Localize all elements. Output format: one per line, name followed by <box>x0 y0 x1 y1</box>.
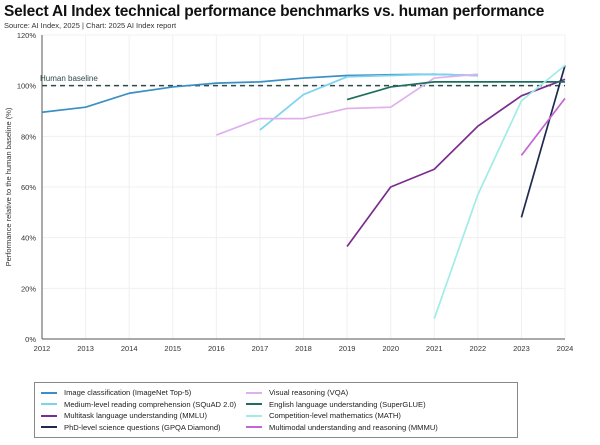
legend-item: Multimodal understanding and reasoning (… <box>246 422 511 434</box>
legend: Image classification (ImageNet Top-5) Med… <box>34 382 518 438</box>
legend-label: Multitask language understanding (MMLU) <box>64 411 208 421</box>
legend-item: Visual reasoning (VQA) <box>246 387 511 399</box>
legend-item: PhD-level science questions (GPQA Diamon… <box>41 422 246 434</box>
series-line-7 <box>520 97 566 156</box>
chart-title: Select AI Index technical performance be… <box>4 3 545 20</box>
x-tick-label: 2013 <box>77 344 94 353</box>
series-line-6 <box>433 64 566 320</box>
x-tick-label: 2023 <box>513 344 530 353</box>
series-line-5 <box>346 81 565 101</box>
series-line-4 <box>216 73 478 136</box>
chart-subtitle: Source: AI Index, 2025 | Chart: 2025 AI … <box>4 21 177 30</box>
y-tick-label: 40% <box>21 234 36 243</box>
legend-item: English language understanding (SuperGLU… <box>246 399 511 411</box>
legend-label: Competition-level mathematics (MATH) <box>269 411 401 421</box>
legend-swatch <box>246 403 262 406</box>
legend-item: Competition-level mathematics (MATH) <box>246 410 511 422</box>
legend-label: Multimodal understanding and reasoning (… <box>269 422 438 432</box>
legend-swatch <box>41 391 57 394</box>
y-tick-label: 80% <box>21 132 36 141</box>
x-tick-label: 2017 <box>252 344 269 353</box>
legend-label: English language understanding (SuperGLU… <box>269 399 426 409</box>
y-axis-label: Performance relative to the human baseli… <box>4 107 13 266</box>
legend-label: Medium-level reading comprehension (SQuA… <box>64 399 237 409</box>
y-tick-label: 20% <box>21 284 36 293</box>
legend-item: Multitask language understanding (MMLU) <box>41 410 246 422</box>
x-tick-label: 2022 <box>469 344 486 353</box>
legend-item: Medium-level reading comprehension (SQuA… <box>41 399 246 411</box>
x-tick-label: 2021 <box>426 344 443 353</box>
legend-label: Image classification (ImageNet Top-5) <box>64 388 192 398</box>
series-line-3 <box>520 65 566 218</box>
x-tick-label: 2014 <box>121 344 138 353</box>
x-tick-label: 2018 <box>295 344 312 353</box>
x-tick-label: 2019 <box>339 344 356 353</box>
x-tick-label: 2016 <box>208 344 225 353</box>
y-tick-label: 120% <box>17 31 37 40</box>
legend-swatch <box>41 403 57 406</box>
legend-label: PhD-level science questions (GPQA Diamon… <box>64 422 221 432</box>
legend-swatch <box>246 391 262 394</box>
human-baseline-label: Human baseline <box>40 74 98 83</box>
legend-item: Image classification (ImageNet Top-5) <box>41 387 246 399</box>
legend-label: Visual reasoning (VQA) <box>269 388 349 398</box>
legend-swatch <box>246 414 262 417</box>
legend-swatch <box>246 426 262 429</box>
legend-swatch <box>41 414 57 417</box>
y-tick-label: 60% <box>21 183 36 192</box>
x-tick-label: 2012 <box>34 344 51 353</box>
y-tick-label: 100% <box>17 82 37 91</box>
x-tick-label: 2020 <box>382 344 399 353</box>
series-line-1 <box>259 73 478 131</box>
series-line-2 <box>346 78 566 248</box>
legend-swatch <box>41 426 57 429</box>
x-tick-label: 2015 <box>164 344 181 353</box>
x-tick-label: 2024 <box>557 344 574 353</box>
y-tick-label: 0% <box>25 335 36 344</box>
